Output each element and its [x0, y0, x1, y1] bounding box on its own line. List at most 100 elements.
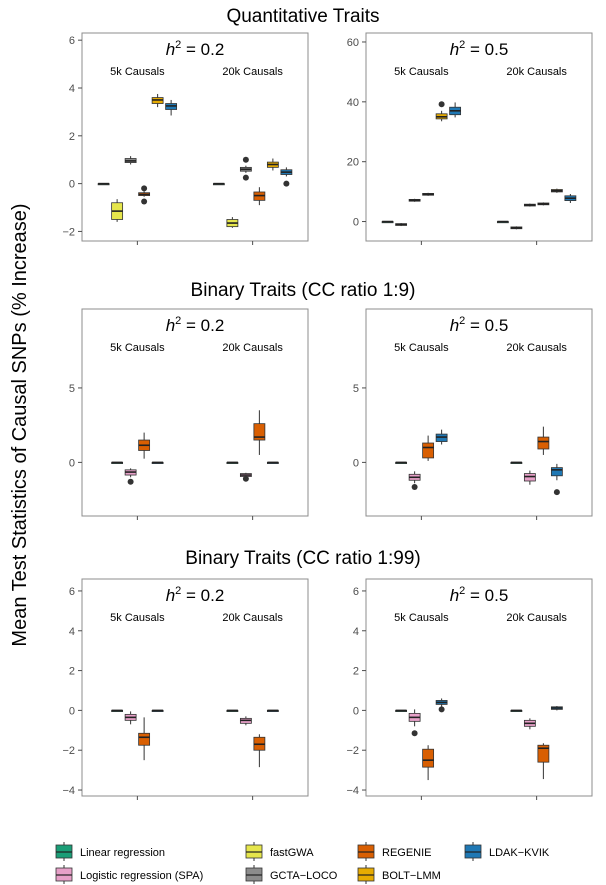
legend-label: Linear regression	[80, 847, 165, 859]
y-tick-label: 0	[69, 705, 75, 717]
box-ldak	[266, 709, 279, 712]
panel-frame	[365, 578, 593, 797]
causal-group: 5k Causals	[381, 66, 462, 245]
box-linreg	[395, 709, 408, 712]
h2-equals: =	[465, 316, 484, 335]
panel-frame	[365, 32, 593, 242]
y-tick-label: 4	[69, 83, 75, 95]
h2-equals: =	[465, 586, 484, 605]
y-tick-label: 2	[69, 131, 75, 143]
causal-group-label: 20k Causals	[222, 612, 283, 624]
causal-group-label: 20k Causals	[506, 66, 567, 78]
y-tick-label: −4	[346, 785, 359, 797]
causal-group: 5k Causals	[110, 342, 165, 520]
box-ldak	[266, 461, 279, 464]
causal-group: 5k Causals	[110, 612, 165, 800]
row-title: Binary Traits (CC ratio 1:9)	[191, 280, 416, 301]
y-tick-label: 0	[353, 457, 359, 469]
box-regenie	[253, 187, 266, 206]
h2-value: 0.2	[201, 316, 225, 335]
box-logreg	[239, 472, 252, 482]
outlier-point	[242, 156, 249, 163]
legend-item-linreg: Linear regression	[55, 842, 165, 861]
h2-value: 0.2	[201, 586, 225, 605]
chart-row: Binary Traits (CC ratio 1:99) −4 −2 0 2 4 6 h2 …	[62, 548, 593, 800]
chart-panel: −4 −2 0 2 4 6 h2 = 0.55k Causals 20k Causals	[346, 578, 593, 800]
box-bolt	[266, 158, 279, 171]
legend-item-regenie: REGENIE	[357, 842, 432, 861]
box-ldak	[550, 706, 563, 711]
causal-group: 5k Causals	[394, 342, 449, 520]
box-body	[537, 436, 550, 450]
panel-frame	[81, 308, 309, 517]
legend-item-fastgwa: fastGWA	[245, 842, 314, 861]
outlier-point	[242, 475, 249, 482]
panel-frame	[365, 308, 593, 517]
causal-group-label: 5k Causals	[394, 342, 449, 354]
h2-symbol: h	[450, 316, 459, 335]
box-body	[138, 732, 151, 746]
box-linreg	[496, 220, 509, 224]
outlier-point	[242, 174, 249, 181]
y-tick-label: 20	[347, 157, 359, 169]
outlier-point	[127, 478, 134, 485]
y-tick-label: 0	[353, 705, 359, 717]
box-fastgwa	[510, 226, 523, 230]
box-fastgwa	[111, 199, 124, 222]
y-tick-label: 6	[353, 586, 359, 598]
h2-exponent: 2	[459, 585, 465, 597]
box-ldak	[449, 102, 462, 118]
legend-label: REGENIE	[382, 847, 432, 859]
box-logreg	[408, 709, 421, 737]
causal-group-label: 5k Causals	[110, 66, 165, 78]
legend-label: Logistic regression (SPA)	[80, 870, 203, 882]
y-tick-label: 2	[69, 666, 75, 678]
box-regenie	[537, 202, 550, 206]
h2-exponent: 2	[175, 39, 181, 51]
box-linreg	[395, 461, 408, 464]
legend-label: BOLT−LMM	[382, 870, 441, 882]
box-ldak	[435, 429, 448, 445]
box-regenie	[537, 743, 550, 780]
legend-item-logreg: Logistic regression (SPA)	[55, 865, 203, 884]
h2-symbol: h	[450, 40, 459, 59]
y-tick-label: 40	[347, 97, 359, 109]
h2-symbol: h	[166, 586, 175, 605]
causal-group-label: 20k Causals	[506, 342, 567, 354]
h2-value: 0.5	[485, 316, 509, 335]
legend-label: GCTA−LOCO	[270, 870, 338, 882]
h2-label: h2 = 0.5	[450, 315, 509, 335]
box-logreg	[124, 468, 137, 485]
box-logreg	[239, 716, 252, 726]
y-axis-label: Mean Test Statistics of Causal SNPs (% I…	[9, 203, 31, 646]
box-ldak	[564, 194, 577, 203]
box-body	[422, 442, 435, 459]
box-bolt	[550, 188, 563, 193]
y-tick-label: −2	[62, 226, 75, 238]
box-bolt	[435, 101, 448, 122]
h2-equals: =	[181, 586, 200, 605]
outlier-point	[141, 185, 148, 192]
causal-group: 5k Causals	[394, 612, 449, 800]
y-tick-label: −2	[62, 745, 75, 757]
causal-group: 20k Causals	[506, 612, 567, 800]
box-logreg	[408, 471, 421, 490]
causal-group: 20k Causals	[222, 612, 283, 800]
box-gcta	[239, 156, 252, 181]
box-linreg	[111, 461, 124, 464]
y-tick-label: −2	[346, 745, 359, 757]
y-tick-label: 4	[353, 626, 359, 638]
legend-item-bolt: BOLT−LMM	[357, 865, 441, 884]
y-tick-label: 60	[347, 37, 359, 49]
h2-label: h2 = 0.5	[450, 585, 509, 605]
box-linreg	[381, 220, 394, 224]
causal-group: 20k Causals	[506, 342, 567, 520]
box-ldak	[165, 99, 178, 116]
h2-exponent: 2	[175, 315, 181, 327]
outlier-point	[438, 101, 445, 108]
box-body	[253, 423, 266, 441]
outlier-point	[438, 706, 445, 713]
